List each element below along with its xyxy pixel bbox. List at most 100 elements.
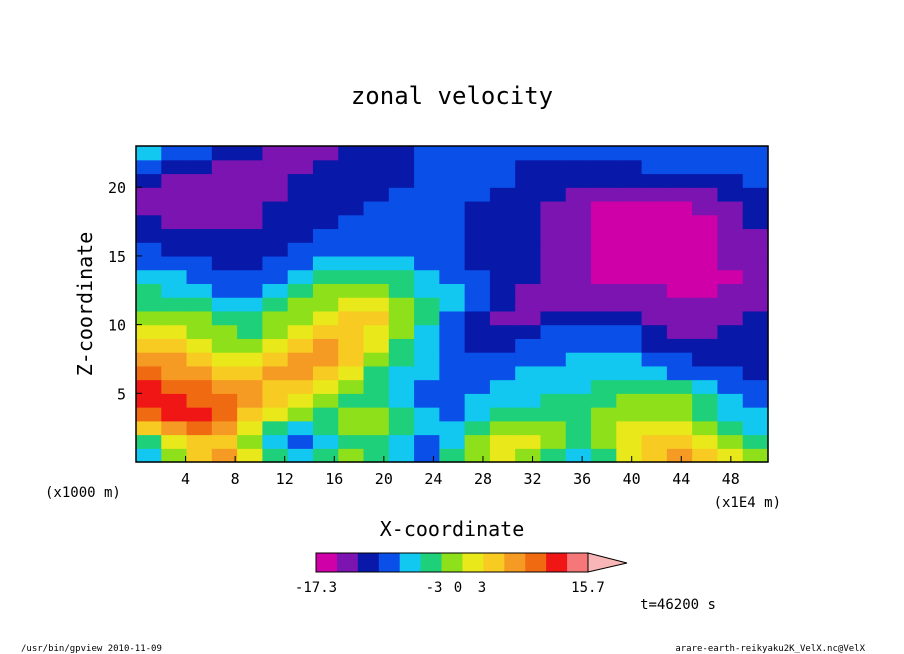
heatmap-cell: [186, 407, 213, 422]
heatmap-cell: [262, 365, 289, 381]
heatmap-cell: [211, 338, 238, 353]
heatmap-cell: [616, 434, 643, 449]
heatmap-cell: [717, 214, 744, 230]
heatmap-cell: [262, 159, 289, 175]
heatmap-cell: [388, 310, 415, 326]
heatmap-cell: [717, 324, 744, 339]
heatmap-cell: [540, 173, 567, 188]
heatmap-cell: [641, 242, 668, 257]
heatmap-cell: [489, 310, 516, 326]
heatmap-cell: [489, 214, 516, 230]
heatmap-cell: [237, 297, 263, 312]
heatmap-cell: [161, 200, 188, 216]
heatmap-cell: [262, 352, 289, 367]
heatmap-cell: [616, 338, 643, 353]
heatmap-cell: [262, 297, 289, 312]
heatmap-cell: [414, 338, 440, 353]
heatmap-cell: [464, 159, 491, 175]
colorbar-swatch: [441, 553, 463, 572]
y-tick-label: 15: [108, 248, 126, 266]
heatmap-cell: [237, 407, 263, 422]
heatmap-cell: [136, 393, 162, 408]
heatmap-cell: [161, 159, 188, 175]
heatmap-cell: [540, 242, 567, 257]
heatmap-cell: [591, 434, 617, 449]
heatmap-cell: [211, 228, 238, 243]
heatmap-cell: [363, 324, 390, 339]
heatmap-cell: [616, 324, 643, 339]
heatmap-cell: [312, 159, 339, 175]
heatmap-cell: [641, 283, 668, 298]
heatmap-cell: [439, 228, 466, 243]
heatmap-cell: [742, 159, 769, 175]
heatmap-cell: [591, 283, 617, 298]
x-tick-label: 44: [672, 470, 690, 488]
heatmap-cell: [186, 255, 213, 271]
colorbar-mid-label: 0: [454, 580, 462, 596]
heatmap-cell: [237, 420, 263, 436]
heatmap-cell: [565, 283, 592, 298]
heatmap-cell: [540, 407, 567, 422]
heatmap-cell: [666, 310, 693, 326]
heatmap-cell: [136, 407, 162, 422]
heatmap-cell: [616, 448, 643, 463]
heatmap-cell: [641, 200, 668, 216]
heatmap-cell: [565, 159, 592, 175]
heatmap-cell: [186, 310, 213, 326]
heatmap-cell: [464, 393, 491, 408]
heatmap-cell: [591, 255, 617, 271]
heatmap-cell: [565, 448, 592, 463]
heatmap-cell: [262, 324, 289, 339]
heatmap-cell: [565, 187, 592, 202]
heatmap-cell: [211, 365, 238, 381]
colorbar-mid-label: 3: [478, 580, 486, 596]
heatmap-cell: [666, 173, 693, 188]
heatmap-cell: [287, 173, 314, 188]
heatmap-cell: [717, 269, 744, 284]
heatmap-cell: [742, 310, 769, 326]
x-tick-label: 8: [231, 470, 240, 488]
heatmap-cell: [515, 324, 542, 339]
heatmap-cell: [136, 187, 162, 202]
heatmap-cell: [515, 146, 542, 161]
heatmap-cell: [338, 297, 365, 312]
heatmap-cell: [161, 255, 188, 271]
heatmap-cell: [338, 434, 365, 449]
heatmap-cell: [312, 393, 339, 408]
heatmap-cell: [717, 393, 744, 408]
heatmap-cell: [692, 214, 719, 230]
heatmap-cell: [591, 269, 617, 284]
heatmap-cell: [464, 269, 491, 284]
heatmap-cell: [692, 228, 719, 243]
heatmap-cell: [287, 407, 314, 422]
heatmap-cell: [464, 352, 491, 367]
heatmap-cell: [388, 379, 415, 394]
heatmap-cell: [363, 214, 390, 230]
heatmap-cell: [489, 283, 516, 298]
heatmap-cell: [237, 228, 263, 243]
x-tick-label: 12: [276, 470, 294, 488]
heatmap-cell: [161, 324, 188, 339]
x-axis-label: X-coordinate: [380, 517, 525, 541]
heatmap-cell: [414, 297, 440, 312]
heatmap-cell: [262, 310, 289, 326]
footer-right: arare-earth-reikyaku2K_VelX.nc@VelX: [675, 644, 865, 654]
heatmap-cell: [666, 283, 693, 298]
heatmap-cell: [692, 310, 719, 326]
heatmap-cell: [515, 338, 542, 353]
heatmap-cell: [312, 200, 339, 216]
heatmap-cell: [692, 365, 719, 381]
heatmap-cell: [186, 434, 213, 449]
heatmap-cell: [414, 352, 440, 367]
heatmap-cell: [388, 159, 415, 175]
colorbar-swatch: [546, 553, 568, 572]
heatmap-cell: [414, 146, 440, 161]
heatmap-cell: [666, 146, 693, 161]
heatmap-cell: [186, 420, 213, 436]
heatmap-cell: [161, 242, 188, 257]
colorbar-swatch: [525, 553, 547, 572]
colorbar-swatch: [483, 553, 505, 572]
heatmap-cell: [489, 187, 516, 202]
heatmap-cell: [186, 365, 213, 381]
